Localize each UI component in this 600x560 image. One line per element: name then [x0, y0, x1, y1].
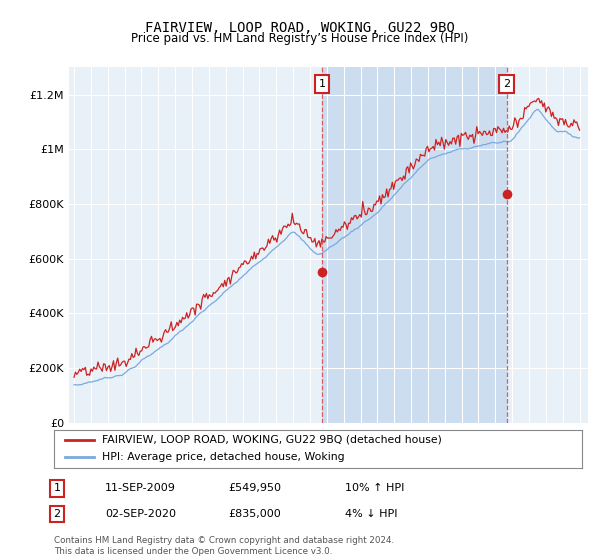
- Text: Price paid vs. HM Land Registry’s House Price Index (HPI): Price paid vs. HM Land Registry’s House …: [131, 32, 469, 45]
- Text: 2: 2: [503, 78, 510, 88]
- Text: FAIRVIEW, LOOP ROAD, WOKING, GU22 9BQ (detached house): FAIRVIEW, LOOP ROAD, WOKING, GU22 9BQ (d…: [101, 435, 442, 445]
- Text: Contains HM Land Registry data © Crown copyright and database right 2024.
This d: Contains HM Land Registry data © Crown c…: [54, 536, 394, 556]
- Text: 11-SEP-2009: 11-SEP-2009: [105, 483, 176, 493]
- Text: 1: 1: [319, 78, 325, 88]
- Text: FAIRVIEW, LOOP ROAD, WOKING, GU22 9BQ: FAIRVIEW, LOOP ROAD, WOKING, GU22 9BQ: [145, 21, 455, 35]
- Text: 10% ↑ HPI: 10% ↑ HPI: [345, 483, 404, 493]
- Text: 02-SEP-2020: 02-SEP-2020: [105, 509, 176, 519]
- Text: HPI: Average price, detached house, Woking: HPI: Average price, detached house, Woki…: [101, 452, 344, 463]
- Text: £835,000: £835,000: [228, 509, 281, 519]
- Text: 1: 1: [53, 483, 61, 493]
- Text: 4% ↓ HPI: 4% ↓ HPI: [345, 509, 398, 519]
- Text: 2: 2: [53, 509, 61, 519]
- Text: £549,950: £549,950: [228, 483, 281, 493]
- Bar: [322, 67, 506, 423]
